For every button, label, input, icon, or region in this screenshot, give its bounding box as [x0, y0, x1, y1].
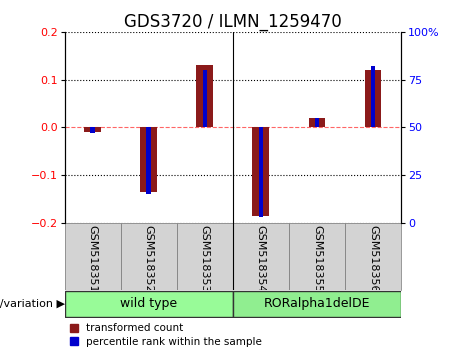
Legend: transformed count, percentile rank within the sample: transformed count, percentile rank withi… [70, 324, 262, 347]
Bar [202, 70, 207, 127]
Bar [233, 291, 401, 317]
Bar [233, 223, 289, 290]
Text: GSM518354: GSM518354 [256, 225, 266, 293]
Bar [121, 223, 177, 290]
Bar [90, 127, 95, 133]
Bar [345, 223, 401, 290]
Bar [196, 65, 213, 127]
Bar [315, 118, 319, 127]
Bar [259, 127, 263, 217]
Bar [371, 66, 375, 127]
Bar [147, 127, 151, 194]
Text: RORalpha1delDE: RORalpha1delDE [264, 297, 370, 310]
Bar [253, 127, 269, 216]
Text: GSM518352: GSM518352 [144, 225, 154, 293]
Bar [308, 118, 325, 127]
Bar [177, 223, 233, 290]
Bar [365, 70, 381, 127]
Bar [65, 223, 121, 290]
Text: genotype/variation ▶: genotype/variation ▶ [0, 299, 65, 309]
Bar [84, 127, 101, 132]
Bar [65, 291, 233, 317]
Text: GSM518356: GSM518356 [368, 225, 378, 293]
Text: GSM518351: GSM518351 [88, 225, 98, 293]
Bar [140, 127, 157, 192]
Text: GSM518353: GSM518353 [200, 225, 210, 293]
Title: GDS3720 / ILMN_1259470: GDS3720 / ILMN_1259470 [124, 13, 342, 30]
Bar [289, 223, 345, 290]
Text: wild type: wild type [120, 297, 177, 310]
Text: GSM518355: GSM518355 [312, 225, 322, 293]
